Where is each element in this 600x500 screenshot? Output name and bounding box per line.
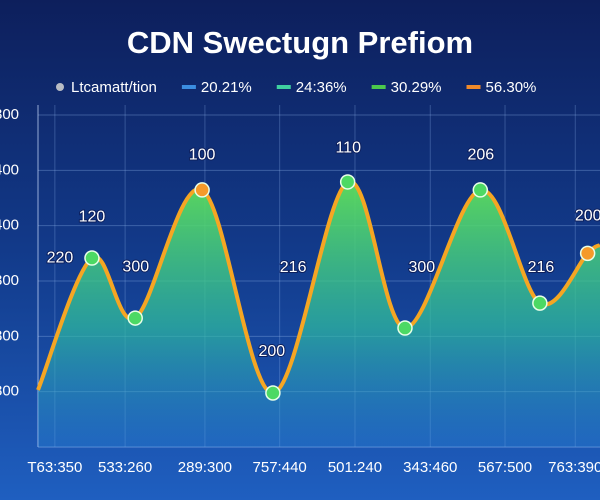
x-tick-label: 757:440 bbox=[253, 459, 307, 476]
legend-label: 20.21% bbox=[201, 79, 252, 96]
annotation: 216 bbox=[280, 259, 307, 276]
legend-swatch bbox=[371, 85, 386, 89]
x-tick-label: 533:260 bbox=[98, 459, 152, 476]
legend-label: 30.29% bbox=[391, 79, 442, 96]
annotation: 206 bbox=[468, 146, 495, 163]
annotation: 120 bbox=[79, 208, 106, 225]
x-tick-label: 501:240 bbox=[328, 459, 382, 476]
y-tick-label: 300 bbox=[0, 106, 19, 123]
x-tick-label: 343:460 bbox=[403, 459, 457, 476]
annotation: 200 bbox=[258, 343, 285, 360]
legend-swatch bbox=[181, 85, 196, 89]
annotation: 200 bbox=[575, 207, 600, 224]
marker bbox=[339, 174, 356, 190]
y-tick-label: 300 bbox=[0, 272, 19, 289]
chart-title: CDN Swectugn Prefiom bbox=[127, 25, 473, 60]
marker bbox=[532, 295, 548, 311]
x-tick-label: 567:500 bbox=[478, 459, 532, 476]
marker bbox=[579, 245, 596, 262]
legend-label: 24:36% bbox=[296, 79, 347, 96]
marker bbox=[84, 250, 100, 266]
x-tick-label: 289:300 bbox=[178, 459, 232, 476]
legend-label: Ltcamatt/tion bbox=[71, 79, 157, 96]
annotation: 300 bbox=[122, 258, 149, 275]
y-tick-label: 300 bbox=[0, 383, 19, 400]
annotation: 100 bbox=[189, 146, 216, 163]
line bbox=[36, 179, 600, 395]
x-tick-label: 763:390 bbox=[548, 459, 600, 476]
area bbox=[38, 181, 600, 447]
marker bbox=[265, 385, 281, 401]
y-tick-label: 400 bbox=[0, 161, 19, 178]
legend-swatch bbox=[466, 85, 481, 89]
y-tick-label: 400 bbox=[0, 217, 19, 234]
y-tick-label: 300 bbox=[0, 327, 19, 344]
marker bbox=[194, 182, 210, 198]
legend-label: 56.30% bbox=[486, 79, 537, 96]
marker bbox=[397, 320, 413, 336]
marker bbox=[472, 182, 489, 198]
legend-swatch bbox=[276, 85, 291, 89]
annotation: 110 bbox=[335, 139, 361, 156]
annotation: 220 bbox=[47, 249, 74, 266]
annotation: 216 bbox=[528, 259, 555, 276]
legend-swatch bbox=[56, 83, 64, 91]
marker bbox=[127, 310, 143, 326]
x-tick-label: T63:350 bbox=[27, 459, 82, 476]
annotation: 300 bbox=[408, 259, 435, 276]
